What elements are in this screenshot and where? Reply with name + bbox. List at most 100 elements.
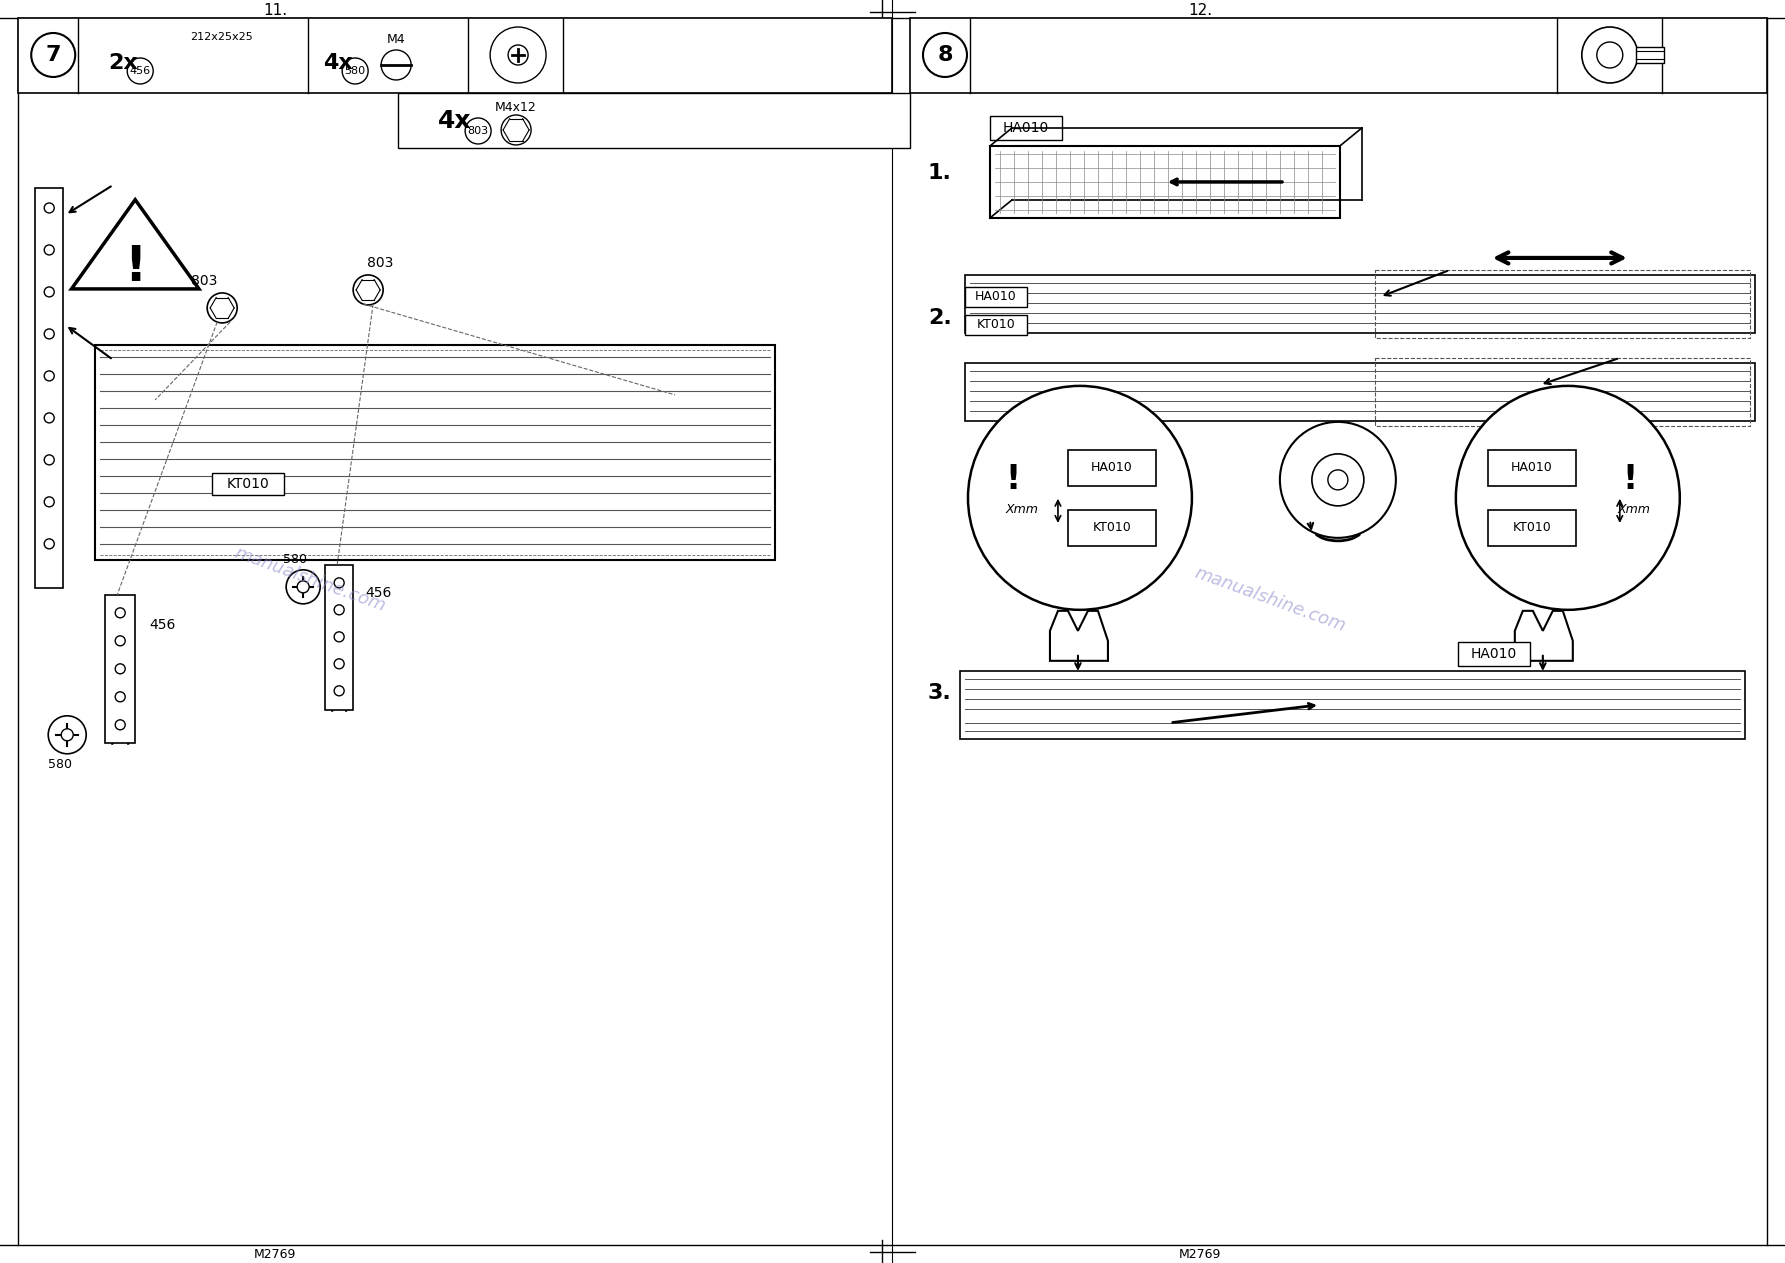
Text: manualshine.com: manualshine.com <box>232 544 387 615</box>
Circle shape <box>1328 470 1348 490</box>
Circle shape <box>116 720 125 730</box>
Bar <box>910 18 1767 93</box>
Text: 456: 456 <box>148 618 175 632</box>
Text: KT010: KT010 <box>976 318 1016 331</box>
Circle shape <box>127 58 154 83</box>
Text: !: ! <box>125 242 146 290</box>
Circle shape <box>466 117 491 144</box>
Text: HA010: HA010 <box>1510 461 1553 475</box>
Text: 456: 456 <box>130 66 150 76</box>
Text: 7: 7 <box>45 45 61 64</box>
Text: Xmm: Xmm <box>1617 504 1651 517</box>
Circle shape <box>45 455 54 465</box>
Circle shape <box>45 371 54 381</box>
Bar <box>212 472 284 495</box>
Circle shape <box>509 45 528 64</box>
Circle shape <box>116 608 125 618</box>
Text: HA010: HA010 <box>1091 461 1133 475</box>
Bar <box>966 287 1026 307</box>
Bar <box>1458 642 1530 666</box>
Circle shape <box>382 51 411 80</box>
Text: 8: 8 <box>937 45 953 64</box>
Bar <box>1489 510 1576 546</box>
Text: 456: 456 <box>366 586 391 600</box>
Text: M2769: M2769 <box>253 1248 296 1262</box>
Circle shape <box>45 539 54 549</box>
Text: !: ! <box>1623 464 1637 496</box>
Circle shape <box>353 275 384 304</box>
Text: KT010: KT010 <box>1092 522 1132 534</box>
Bar <box>960 671 1744 739</box>
Polygon shape <box>71 200 198 289</box>
Bar <box>1067 450 1157 486</box>
Text: M4x12: M4x12 <box>494 101 537 115</box>
Circle shape <box>48 716 86 754</box>
Bar <box>991 116 1062 140</box>
Circle shape <box>116 635 125 645</box>
Bar <box>1489 450 1576 486</box>
Circle shape <box>1582 27 1639 83</box>
Circle shape <box>61 729 73 741</box>
Circle shape <box>1598 42 1623 68</box>
Circle shape <box>296 581 309 592</box>
Bar <box>966 275 1755 333</box>
Bar <box>966 362 1755 421</box>
Text: 580: 580 <box>345 66 366 76</box>
Bar <box>991 147 1341 218</box>
Text: 803: 803 <box>368 256 393 270</box>
Circle shape <box>45 328 54 338</box>
Text: manualshine.com: manualshine.com <box>1192 565 1348 635</box>
Bar <box>95 345 775 560</box>
Bar <box>105 595 136 743</box>
Bar <box>1374 270 1749 338</box>
Text: KT010: KT010 <box>227 477 270 491</box>
Text: 11.: 11. <box>262 4 287 19</box>
Circle shape <box>334 659 345 669</box>
Circle shape <box>1280 422 1396 538</box>
Circle shape <box>502 115 532 145</box>
Bar <box>1635 47 1664 63</box>
Text: HA010: HA010 <box>1471 647 1517 661</box>
Text: M4: M4 <box>387 34 405 47</box>
Bar <box>1374 357 1749 426</box>
Bar <box>1067 510 1157 546</box>
Polygon shape <box>1515 611 1573 661</box>
Bar <box>36 188 62 587</box>
Text: 580: 580 <box>284 553 307 566</box>
Bar <box>398 93 910 148</box>
Text: 2x: 2x <box>109 53 137 73</box>
Circle shape <box>207 293 237 323</box>
Polygon shape <box>1050 611 1108 661</box>
Text: 580: 580 <box>48 758 71 772</box>
Bar <box>325 565 353 710</box>
Circle shape <box>491 27 546 83</box>
Bar <box>966 314 1026 335</box>
Circle shape <box>334 578 345 587</box>
Circle shape <box>967 386 1192 610</box>
Text: 4x: 4x <box>323 53 353 73</box>
Circle shape <box>116 692 125 702</box>
Circle shape <box>923 33 967 77</box>
Text: 212x25x25: 212x25x25 <box>189 32 252 42</box>
Circle shape <box>1312 453 1364 506</box>
Circle shape <box>45 287 54 297</box>
Text: Xmm: Xmm <box>1005 504 1039 517</box>
Text: KT010: KT010 <box>1512 522 1551 534</box>
Circle shape <box>1457 386 1680 610</box>
Circle shape <box>334 632 345 642</box>
Polygon shape <box>1690 27 1735 83</box>
Circle shape <box>334 686 345 696</box>
Text: 12.: 12. <box>1187 4 1212 19</box>
Text: 2.: 2. <box>928 308 951 328</box>
Text: 3.: 3. <box>928 683 951 702</box>
Circle shape <box>45 413 54 423</box>
Text: 803: 803 <box>468 126 489 136</box>
Circle shape <box>334 605 345 615</box>
Text: 1.: 1. <box>928 163 951 183</box>
Circle shape <box>45 496 54 506</box>
Text: !: ! <box>1005 464 1021 496</box>
Circle shape <box>116 664 125 674</box>
Circle shape <box>30 33 75 77</box>
Text: 4x: 4x <box>437 109 471 133</box>
Circle shape <box>45 203 54 213</box>
